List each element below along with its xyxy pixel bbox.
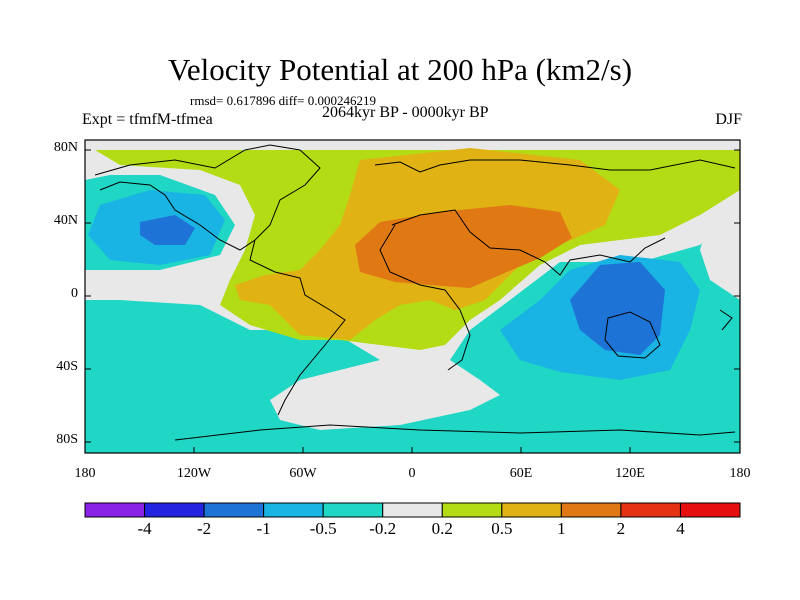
colorbar-label: -0.2 (369, 519, 397, 538)
colorbar-label: 0.5 (491, 519, 513, 538)
velocity-potential-field (85, 140, 740, 453)
lat-label-80n: 80N (53, 140, 78, 155)
field-neutral-region-east (700, 205, 740, 300)
colorbar-label: -1 (256, 519, 271, 538)
colorbar-swatch (203, 502, 265, 518)
colorbar (84, 502, 741, 518)
season-label: DJF (715, 111, 742, 128)
colorbar-swatch (501, 502, 562, 518)
lon-label-180e: 180 (729, 466, 751, 481)
field-strong-positive-region (355, 205, 572, 288)
lat-label-40s: 40S (56, 359, 78, 374)
colorbar-label: -4 (137, 519, 152, 538)
colorbar-label: 1 (557, 519, 566, 538)
field-moderate-negative-indopacific (570, 262, 665, 355)
colorbar-label: -2 (196, 519, 212, 538)
colorbar-swatch (679, 502, 741, 518)
colorbar-swatch (620, 502, 681, 518)
colorbar-swatch (144, 502, 205, 518)
lat-label-40n: 40N (53, 213, 78, 228)
lon-label-120w: 120W (176, 466, 212, 481)
lat-ticks (85, 149, 740, 443)
lon-label-0: 0 (408, 466, 416, 481)
lon-label-120e: 120E (615, 466, 645, 481)
field-moderate-negative-pacific (140, 215, 195, 245)
colorbar-swatch (441, 502, 503, 518)
lon-label-60e: 60E (509, 466, 533, 481)
chart-title: Velocity Potential at 200 hPa (km2/s) (167, 52, 633, 87)
colorbar-label: 2 (616, 519, 626, 538)
lon-ticks (84, 447, 741, 453)
lat-label-0: 0 (71, 286, 78, 301)
colorbar-swatch (263, 502, 324, 518)
experiment-label: Expt = tfmfM-tfmea (82, 111, 213, 128)
lat-label-80s: 80S (56, 432, 78, 447)
colorbar-swatch (382, 502, 443, 518)
lon-label-60w: 60W (289, 466, 317, 481)
lon-label-180w: 180 (74, 466, 96, 481)
colorbar-swatch (322, 502, 384, 518)
colorbar-swatch (84, 502, 146, 518)
colorbar-swatch (560, 502, 622, 518)
colorbar-label: 0.2 (431, 519, 453, 538)
coastlines (94, 144, 736, 441)
rmsd-diff-stats: rmsd= 0.617896 diff= 0.000246219 (190, 93, 376, 108)
colorbar-label: 4 (676, 519, 685, 538)
period-label: 2064kyr BP - 0000kyr BP (322, 104, 489, 121)
colorbar-label: -0.5 (309, 519, 337, 538)
